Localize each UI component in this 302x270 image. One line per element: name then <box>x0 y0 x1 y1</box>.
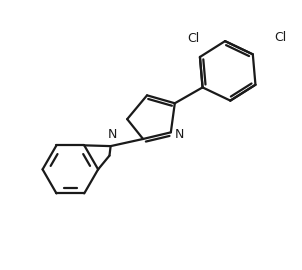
Text: Cl: Cl <box>274 31 286 44</box>
Text: N: N <box>175 129 184 141</box>
Text: N: N <box>107 128 117 141</box>
Text: Cl: Cl <box>187 32 199 45</box>
